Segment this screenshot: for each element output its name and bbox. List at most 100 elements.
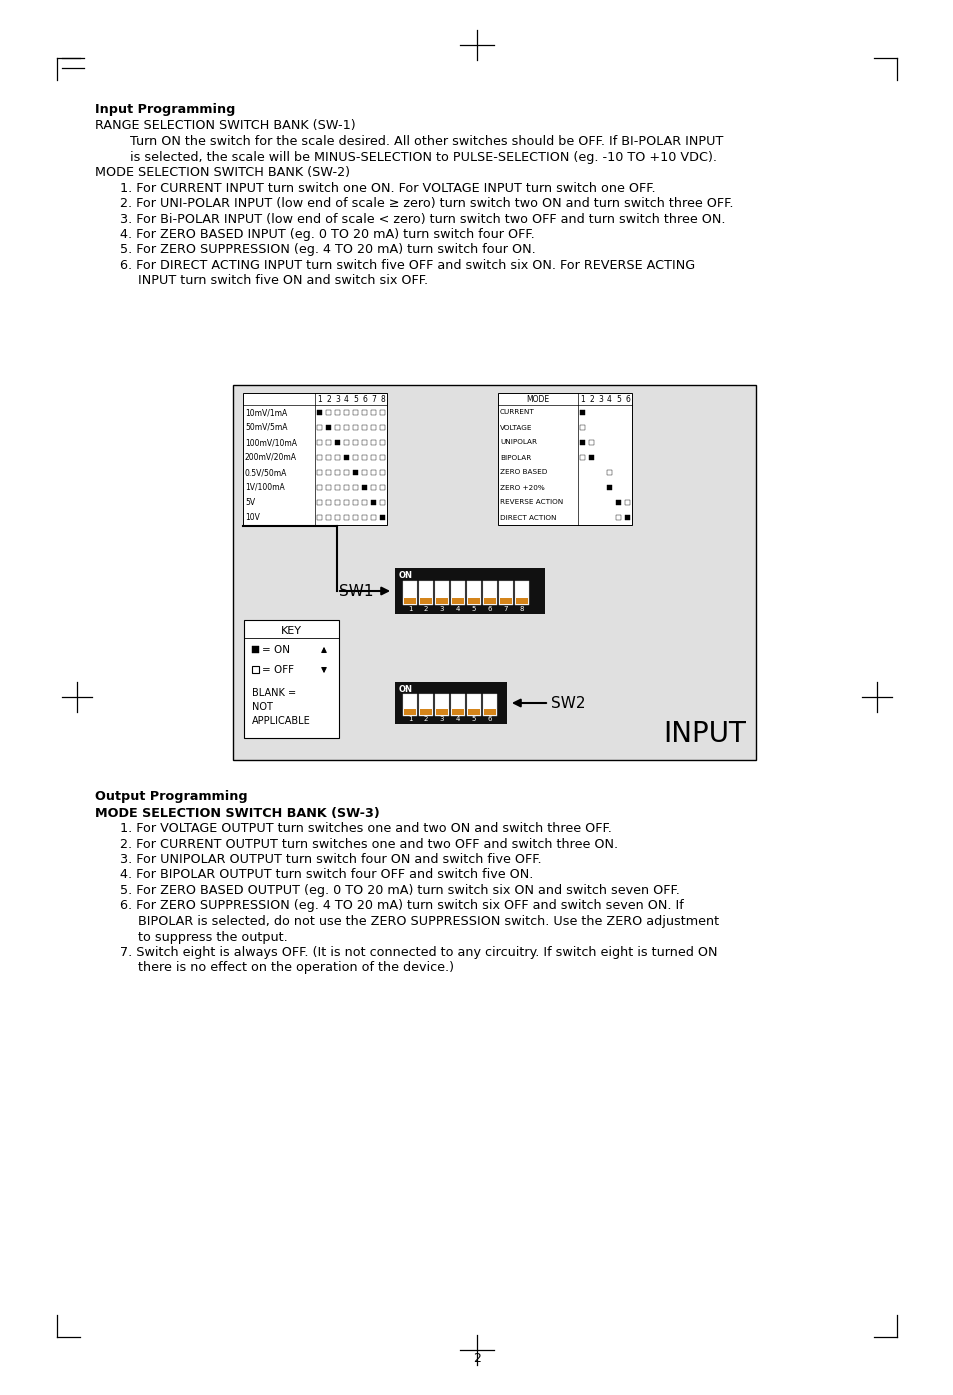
Text: 1: 1	[316, 395, 321, 405]
Bar	[468, 598, 479, 604]
Bar	[616, 499, 620, 505]
Text: BIPOLAR is selected, do not use the ZERO SUPPRESSION switch. Use the ZERO adjust: BIPOLAR is selected, do not use the ZERO…	[138, 915, 719, 928]
Text: 1: 1	[407, 716, 412, 723]
Bar	[483, 709, 496, 716]
Text: ZERO +20%: ZERO +20%	[499, 484, 544, 491]
Text: 5: 5	[472, 605, 476, 612]
Bar	[483, 598, 496, 604]
Text: is selected, the scale will be MINUS-SELECTION to PULSE-SELECTION (eg. -10 TO +1: is selected, the scale will be MINUS-SEL…	[130, 151, 717, 163]
Text: REVERSE ACTION: REVERSE ACTION	[499, 499, 562, 505]
Bar	[371, 485, 375, 490]
Bar	[419, 709, 432, 716]
Text: 4: 4	[456, 716, 459, 723]
Bar	[402, 693, 416, 716]
Bar	[371, 470, 375, 476]
Bar	[452, 709, 463, 716]
Bar	[579, 439, 584, 445]
Bar	[379, 410, 385, 414]
Text: 2: 2	[473, 1352, 480, 1364]
Text: 1V/100mA: 1V/100mA	[245, 483, 284, 492]
Text: 1: 1	[579, 395, 584, 405]
Bar	[515, 580, 529, 605]
Bar	[403, 709, 416, 716]
Bar	[624, 499, 629, 505]
Text: 1: 1	[407, 605, 412, 612]
Bar	[335, 410, 339, 414]
Bar	[353, 439, 357, 445]
Bar	[361, 470, 367, 476]
Bar	[579, 425, 584, 430]
Bar	[395, 568, 544, 614]
Bar	[326, 470, 331, 476]
Text: 50mV/5mA: 50mV/5mA	[245, 423, 287, 432]
Text: 6: 6	[487, 716, 492, 723]
Bar	[252, 646, 258, 653]
Bar	[451, 693, 464, 716]
Text: SW1: SW1	[338, 583, 374, 598]
Bar	[482, 580, 497, 605]
Bar	[316, 425, 322, 430]
Bar	[402, 580, 416, 605]
Bar	[624, 515, 629, 520]
Text: APPLICABLE: APPLICABLE	[252, 716, 311, 725]
Bar	[436, 598, 448, 604]
Text: 5. For ZERO BASED OUTPUT (eg. 0 TO 20 mA) turn switch six ON and switch seven OF: 5. For ZERO BASED OUTPUT (eg. 0 TO 20 mA…	[120, 884, 679, 897]
Bar	[395, 682, 506, 724]
Bar	[316, 439, 322, 445]
Text: 10V: 10V	[245, 513, 259, 522]
Text: 3: 3	[598, 395, 602, 405]
Bar	[335, 439, 339, 445]
Text: 4. For BIPOLAR OUTPUT turn switch four OFF and switch five ON.: 4. For BIPOLAR OUTPUT turn switch four O…	[120, 869, 533, 882]
Text: Input Programming: Input Programming	[95, 103, 235, 116]
Bar	[467, 693, 480, 716]
Bar	[588, 439, 594, 445]
Bar	[344, 439, 349, 445]
Bar	[344, 485, 349, 490]
Bar	[451, 580, 464, 605]
Bar	[403, 598, 416, 604]
Text: 1. For VOLTAGE OUTPUT turn switches one and two ON and switch three OFF.: 1. For VOLTAGE OUTPUT turn switches one …	[120, 822, 611, 836]
Bar	[435, 693, 449, 716]
Bar	[243, 393, 387, 525]
Bar	[353, 499, 357, 505]
Text: 6. For ZERO SUPPRESSION (eg. 4 TO 20 mA) turn switch six OFF and switch seven ON: 6. For ZERO SUPPRESSION (eg. 4 TO 20 mA)…	[120, 900, 683, 912]
Bar	[326, 410, 331, 414]
Text: 3: 3	[335, 395, 339, 405]
Text: Output Programming: Output Programming	[95, 790, 248, 804]
Text: = OFF: = OFF	[262, 665, 294, 675]
Text: BIPOLAR: BIPOLAR	[499, 455, 531, 460]
Text: ZERO BASED: ZERO BASED	[499, 470, 547, 476]
Bar	[606, 485, 612, 490]
Bar	[326, 439, 331, 445]
Bar	[244, 619, 338, 738]
Bar	[361, 425, 367, 430]
Text: 2. For UNI-POLAR INPUT (low end of scale ≥ zero) turn switch two ON and turn swi: 2. For UNI-POLAR INPUT (low end of scale…	[120, 197, 733, 211]
Text: 5: 5	[353, 395, 357, 405]
Text: there is no effect on the operation of the device.): there is no effect on the operation of t…	[138, 961, 454, 975]
Bar	[316, 515, 322, 520]
Bar	[379, 455, 385, 460]
Bar	[316, 455, 322, 460]
Bar	[326, 515, 331, 520]
Text: 200mV/20mA: 200mV/20mA	[245, 453, 296, 462]
Bar	[316, 499, 322, 505]
Text: VOLTAGE: VOLTAGE	[499, 424, 532, 431]
Bar	[579, 410, 584, 414]
Bar	[452, 598, 463, 604]
Bar	[361, 410, 367, 414]
Text: 2: 2	[423, 716, 428, 723]
Text: to suppress the output.: to suppress the output.	[138, 930, 288, 943]
Bar	[379, 515, 385, 520]
Text: DIRECT ACTION: DIRECT ACTION	[499, 515, 556, 520]
Bar	[379, 499, 385, 505]
Bar	[316, 485, 322, 490]
Text: 4: 4	[606, 395, 611, 405]
Bar	[353, 410, 357, 414]
Bar	[361, 515, 367, 520]
Bar	[316, 410, 322, 414]
Bar	[498, 580, 513, 605]
Bar	[616, 515, 620, 520]
Text: = ON: = ON	[262, 644, 290, 656]
Bar	[606, 470, 612, 476]
Bar	[371, 499, 375, 505]
